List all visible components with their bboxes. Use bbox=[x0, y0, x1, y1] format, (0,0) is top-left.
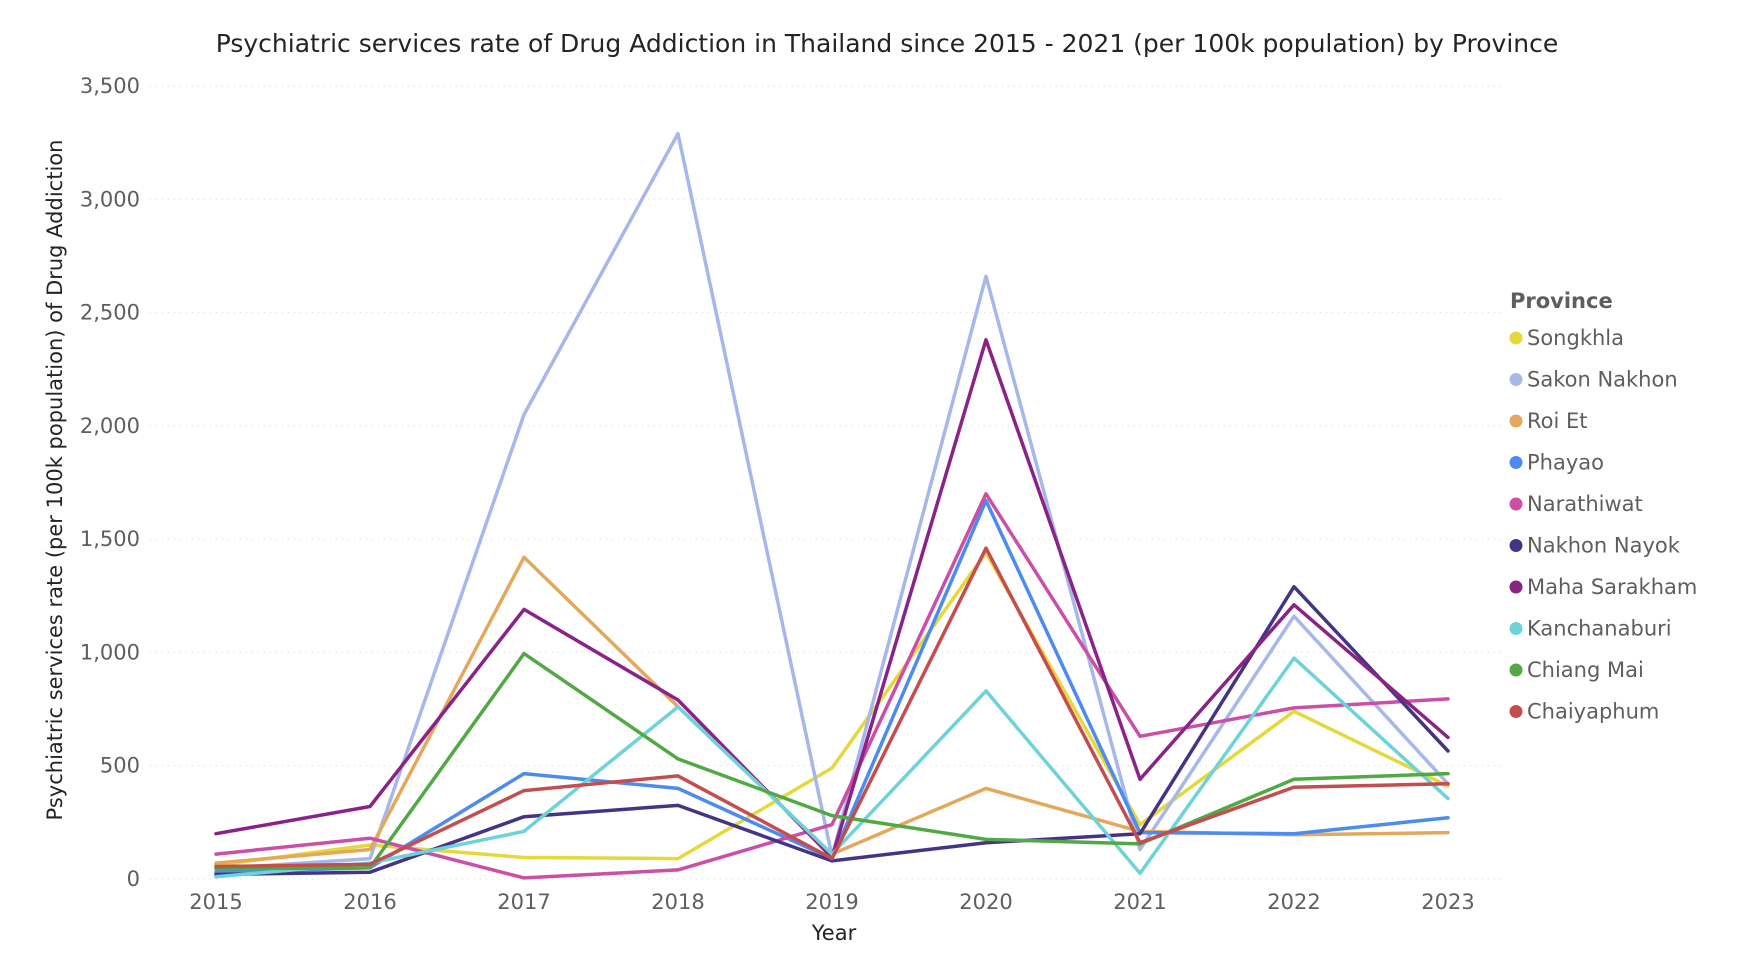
legend-label: Nakhon Nayok bbox=[1527, 534, 1681, 558]
legend-label: Roi Et bbox=[1527, 409, 1588, 433]
legend-label: Chiang Mai bbox=[1527, 658, 1644, 682]
chart-title: Psychiatric services rate of Drug Addict… bbox=[216, 29, 1559, 58]
legend-items: Songkhla Sakon Nakhon Roi Et Phayao Narathiw… bbox=[1509, 326, 1698, 724]
legend-marker bbox=[1509, 580, 1523, 594]
legend: Province Songkhla Sakon Nakhon Roi Et Phaya… bbox=[1509, 289, 1698, 724]
x-tick-label: 2017 bbox=[497, 890, 550, 914]
legend-item-roi-et[interactable]: Roi Et bbox=[1509, 409, 1588, 433]
series-line-narathiwat bbox=[214, 492, 1450, 880]
legend-item-chaiyaphum[interactable]: Chaiyaphum bbox=[1509, 700, 1660, 724]
legend-item-songkhla[interactable]: Songkhla bbox=[1509, 326, 1625, 350]
x-tick-label: 2015 bbox=[189, 890, 242, 914]
x-tick-label: 2023 bbox=[1421, 890, 1474, 914]
y-tick-label: 500 bbox=[100, 754, 140, 778]
y-axis-title: Psychiatric services rate (per 100k popu… bbox=[43, 140, 67, 821]
legend-marker bbox=[1509, 705, 1523, 718]
y-tick-label: 3,500 bbox=[80, 74, 140, 98]
y-tick-label: 3,000 bbox=[80, 187, 140, 211]
legend-label: Songkhla bbox=[1527, 326, 1624, 350]
legend-marker bbox=[1509, 414, 1523, 428]
y-tick-label: 1,500 bbox=[80, 527, 140, 551]
legend-title: Province bbox=[1510, 289, 1613, 313]
y-axis-ticks: 0 500 1,000 1,500 2,000 2,500 3,000 3,500 bbox=[80, 74, 140, 891]
legend-marker bbox=[1509, 331, 1523, 345]
series-line-songkhla bbox=[214, 550, 1450, 868]
legend-marker bbox=[1509, 539, 1523, 552]
legend-label: Maha Sarakham bbox=[1527, 575, 1697, 599]
legend-label: Narathiwat bbox=[1527, 492, 1643, 516]
series-lines bbox=[214, 131, 1450, 880]
legend-label: Chaiyaphum bbox=[1527, 700, 1659, 724]
legend-label: Kanchanaburi bbox=[1527, 617, 1672, 641]
series-line-chaiyaphum bbox=[214, 546, 1450, 869]
legend-item-maha-sarakham[interactable]: Maha Sarakham bbox=[1509, 575, 1698, 599]
legend-marker bbox=[1509, 373, 1523, 386]
legend-item-narathiwat[interactable]: Narathiwat bbox=[1509, 492, 1643, 516]
legend-item-phayao[interactable]: Phayao bbox=[1509, 451, 1605, 475]
legend-item-chiang-mai[interactable]: Chiang Mai bbox=[1509, 658, 1644, 682]
x-tick-label: 2022 bbox=[1267, 890, 1320, 914]
legend-label: Sakon Nakhon bbox=[1527, 368, 1678, 392]
series-line-kanchanaburi bbox=[214, 656, 1450, 879]
x-tick-label: 2021 bbox=[1113, 890, 1166, 914]
series-line-nakhon-nayok bbox=[214, 584, 1450, 877]
legend-marker bbox=[1509, 663, 1523, 677]
y-tick-label: 2,500 bbox=[80, 301, 140, 325]
legend-item-nakhon-nayok[interactable]: Nakhon Nayok bbox=[1509, 534, 1681, 558]
legend-marker bbox=[1509, 497, 1523, 511]
x-tick-label: 2020 bbox=[959, 890, 1012, 914]
x-axis-title: Year bbox=[811, 921, 857, 945]
gridlines bbox=[150, 85, 1505, 880]
y-tick-label: 2,000 bbox=[80, 414, 140, 438]
x-tick-label: 2019 bbox=[805, 890, 858, 914]
x-tick-label: 2016 bbox=[343, 890, 396, 914]
y-tick-label: 0 bbox=[127, 867, 140, 891]
legend-item-sakon-nakhon[interactable]: Sakon Nakhon bbox=[1509, 368, 1678, 392]
y-tick-label: 1,000 bbox=[80, 640, 140, 664]
series-line-maha-sarakham bbox=[214, 338, 1450, 860]
x-tick-label: 2018 bbox=[651, 890, 704, 914]
x-axis-ticks: 2015 2016 2017 2018 2019 2020 2021 2022 2023 bbox=[189, 890, 1474, 914]
series-line-sakon-nakhon bbox=[214, 131, 1450, 871]
series-line-chiang-mai bbox=[214, 651, 1450, 871]
legend-label: Phayao bbox=[1527, 451, 1604, 475]
legend-item-kanchanaburi[interactable]: Kanchanaburi bbox=[1509, 617, 1672, 641]
legend-marker bbox=[1509, 622, 1523, 635]
legend-marker bbox=[1509, 456, 1523, 469]
